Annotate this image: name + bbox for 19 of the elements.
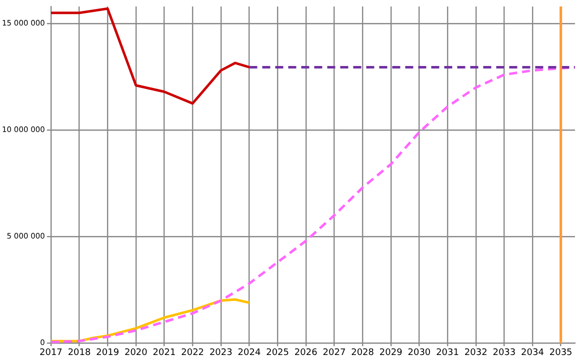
x-tick-label: 2026 <box>294 348 318 358</box>
x-tick-label: 2017 <box>39 348 62 358</box>
x-tick-label: 2024 <box>238 348 261 358</box>
x-tick-label: 2033 <box>492 348 516 358</box>
x-tick-label: 2031 <box>436 348 459 358</box>
x-tick-label: 2019 <box>96 348 120 358</box>
x-tick-label: 2030 <box>408 348 431 358</box>
x-tick-label: 2020 <box>124 348 148 358</box>
x-tick-label: 2018 <box>68 348 91 358</box>
x-tick-label: 2022 <box>181 348 204 358</box>
x-tick-label: 2029 <box>379 348 403 358</box>
x-tick-label: 2027 <box>322 348 346 358</box>
x-tick-label: 2035 <box>549 348 572 358</box>
x-tick-label: 2021 <box>152 348 176 358</box>
x-tick-label: 2025 <box>266 348 290 358</box>
x-tick-label: 2023 <box>209 348 232 358</box>
x-tick-label: 2034 <box>521 348 544 358</box>
x-tick-label: 2028 <box>351 348 374 358</box>
x-tick-label: 2032 <box>464 348 488 358</box>
